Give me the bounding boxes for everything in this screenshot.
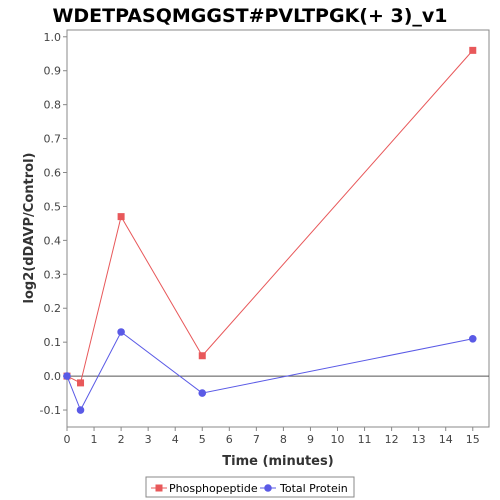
data-point-total-protein <box>117 328 125 336</box>
plot-area <box>66 29 490 428</box>
y-tick-label: 0.6 <box>44 167 62 180</box>
data-point-total-protein <box>76 406 85 414</box>
x-tick-label: 12 <box>385 433 399 446</box>
data-point-phosphopeptide <box>198 352 206 360</box>
x-tick-label: 10 <box>331 433 345 446</box>
x-tick-label: 9 <box>307 433 314 446</box>
y-tick-label: 0.5 <box>44 200 62 213</box>
x-tick-label: 1 <box>91 433 98 446</box>
y-tick-label: 0.1 <box>44 336 62 349</box>
y-tick-label: 0.9 <box>44 65 62 78</box>
x-axis: 0 1 2 3 4 5 6 7 8 9 10 11 12 13 14 15 <box>64 427 480 446</box>
y-tick-label: 0.0 <box>44 370 62 383</box>
x-tick-label: 8 <box>280 433 287 446</box>
x-tick-label: 2 <box>118 433 125 446</box>
legend: Phosphopeptide Total Protein <box>145 476 355 498</box>
x-tick-label: 11 <box>358 433 372 446</box>
x-tick-label: 6 <box>226 433 233 446</box>
y-tick-label: -0.1 <box>40 404 61 417</box>
data-point-phosphopeptide <box>469 46 477 54</box>
data-point-phosphopeptide <box>77 379 85 387</box>
y-tick-label: 0.4 <box>44 234 62 247</box>
x-tick-label: 15 <box>466 433 480 446</box>
y-tick-label: 0.3 <box>44 268 62 281</box>
y-tick-label: 1.0 <box>44 31 62 44</box>
legend-marker-phosphopeptide <box>155 484 163 492</box>
y-tick-label: 0.2 <box>44 302 62 315</box>
x-axis-label: Time (minutes) <box>222 454 333 469</box>
y-tick-label: 0.7 <box>44 133 62 146</box>
legend-marker-total-protein <box>264 484 272 492</box>
x-tick-label: 4 <box>172 433 179 446</box>
legend-box <box>145 476 355 498</box>
series-layer <box>63 46 477 414</box>
x-tick-label: 0 <box>64 433 71 446</box>
legend-label-phosphopeptide: Phosphopeptide <box>169 482 258 495</box>
data-point-total-protein <box>198 389 207 397</box>
x-tick-label: 7 <box>253 433 260 446</box>
chart-title: WDETPASQMGGST#PVLTPGK(+ 3)_v1 <box>52 5 447 27</box>
x-tick-label: 13 <box>412 433 426 446</box>
data-point-total-protein <box>63 372 71 380</box>
legend-label-total-protein: Total Protein <box>279 482 348 495</box>
data-point-phosphopeptide <box>117 213 125 221</box>
y-axis: -0.1 0.0 0.1 0.2 0.3 0.4 0.5 0.6 0.7 0.8 0.9 1.0 <box>40 31 67 417</box>
data-point-total-protein <box>468 334 477 343</box>
x-tick-label: 14 <box>439 433 453 446</box>
y-tick-label: 0.8 <box>44 99 62 112</box>
y-axis-label: log2(dDAVP/Control) <box>22 153 37 304</box>
x-tick-label: 5 <box>199 433 206 446</box>
x-tick-label: 3 <box>145 433 152 446</box>
